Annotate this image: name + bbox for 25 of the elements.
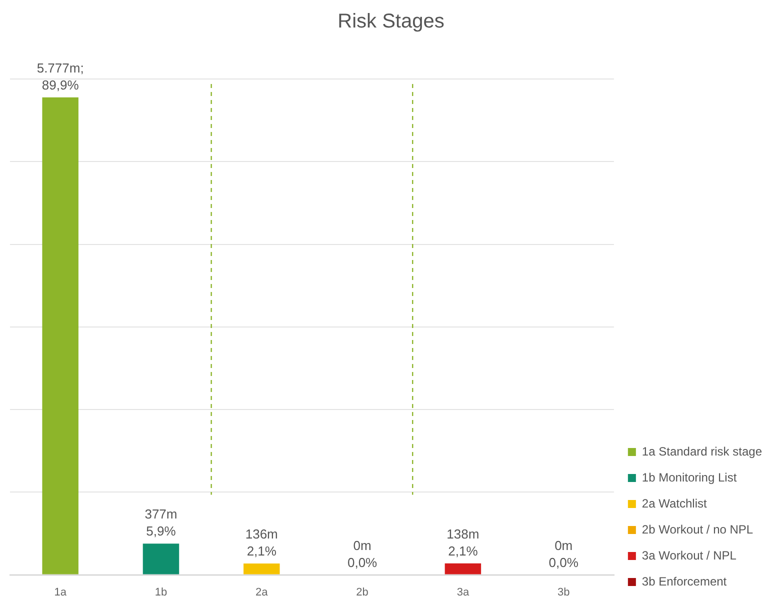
- annotation: 2,1%: [448, 543, 478, 558]
- data-label: 377m: [144, 506, 178, 522]
- x-tick-label: 2a: [256, 586, 269, 598]
- annotation: 89,9%: [42, 77, 80, 92]
- legend-label: 1b Monitoring List: [642, 470, 738, 484]
- chart-title: Risk Stages: [338, 10, 444, 33]
- data-label: 5.777m;: [36, 60, 84, 76]
- legend-label: 3b Enforcement: [642, 574, 728, 588]
- annotation: 5,9%: [146, 524, 176, 539]
- legend-label: 2b Workout / no NPL: [642, 522, 754, 536]
- x-tick-label: 1a: [54, 586, 68, 598]
- legend-label: 1a Standard risk stage: [642, 444, 762, 458]
- x-tick-label: 2b: [356, 586, 368, 598]
- legend-label: 3a Workout / NPL: [642, 548, 737, 562]
- data-label: 136m: [245, 526, 278, 542]
- legend-label: 2a Watchlist: [642, 496, 708, 510]
- annotation: 0,0%: [347, 554, 378, 570]
- annotation: 0,0%: [548, 554, 579, 570]
- x-tick-label: 1b: [154, 586, 168, 598]
- x-tick-label: 3b: [557, 586, 570, 598]
- data-label: 0m: [554, 538, 573, 553]
- data-label: 0m: [353, 538, 372, 553]
- annotation: 2,1%: [246, 544, 277, 559]
- data-label: 138m: [446, 526, 480, 542]
- x-tick-label: 3a: [456, 586, 470, 598]
